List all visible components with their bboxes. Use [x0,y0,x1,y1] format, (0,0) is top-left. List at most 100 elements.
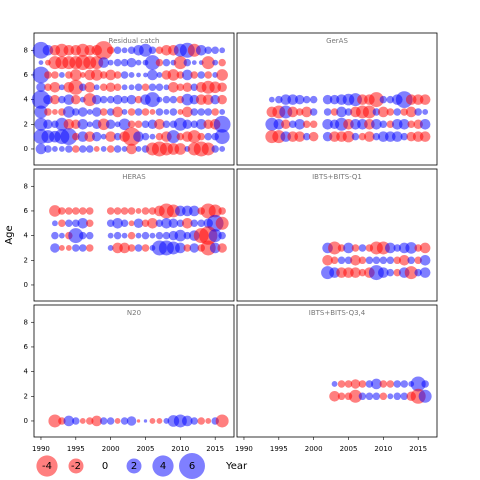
x-axis-label: Year [225,461,248,472]
bubble [372,108,381,116]
bubble [100,146,107,152]
bubble [155,108,164,116]
bubble [58,232,65,239]
bubble [365,256,374,265]
bubble [155,219,164,228]
bubble [134,95,143,104]
bubble [344,380,353,388]
bubble [65,245,72,251]
bubble [362,105,376,119]
bubble [371,378,382,390]
bubble [343,242,354,254]
bubble [216,69,228,81]
x-tick-label: 1990 [32,445,50,453]
bubble [209,81,221,94]
bubble [149,418,156,424]
bubble [386,108,395,116]
bubble [79,231,87,240]
bubble [139,43,152,57]
bubble [197,71,205,79]
panel-title: IBTS+BITS-Q3,4 [309,309,366,317]
bubble [190,108,199,116]
bubble [379,95,388,104]
bubble [379,256,388,265]
x-tick-label: 2005 [137,445,155,453]
bubble [156,72,163,78]
bubble [99,83,108,92]
bubble [348,389,362,403]
bubble [141,83,150,92]
bubble [174,229,187,242]
bubble [337,256,346,265]
bubble [393,244,402,252]
bubble [134,108,143,116]
bubble [219,47,226,54]
bubble [72,219,80,228]
bubble [309,108,318,116]
bubble [217,243,227,253]
bubble [43,94,53,105]
bubble [70,69,82,81]
bubble [49,205,61,217]
bubble [190,83,199,92]
bubble [136,72,141,78]
bubble [414,108,422,116]
bubble [79,145,87,153]
bubble [419,267,431,278]
bubble [134,244,143,252]
bubble [120,71,129,79]
bubble [127,120,136,129]
bubble [65,145,73,153]
bubble [400,392,408,401]
bubble [63,94,75,105]
bubble [301,106,312,118]
bubble [135,232,142,239]
bubble [134,83,143,92]
bubble [162,58,171,67]
y-tick-label: 4 [24,96,29,104]
bubble [149,109,156,115]
bubble [148,46,157,55]
panel-title: N20 [127,309,141,317]
bubble [154,118,165,130]
bubble [86,219,94,228]
bubble [32,66,50,84]
bubble [141,207,150,215]
bubble [372,256,381,265]
bubble [86,417,94,425]
bubble [52,220,58,227]
bubble [358,244,367,252]
bubble [141,132,150,141]
bubble [191,60,197,65]
bubble [176,83,185,92]
bubble [217,82,227,93]
bubble [86,207,94,215]
bubble [156,96,163,103]
x-tick-label: 2015 [409,445,427,453]
y-tick-label: 6 [24,207,29,215]
bubble [72,417,80,425]
bubble [127,231,136,240]
bubble [400,132,408,141]
bubble [182,415,193,427]
bubble [208,229,222,243]
bubble [294,118,306,130]
bubble [118,118,131,131]
bubble [113,207,122,215]
bubble [419,131,431,142]
bubble [106,95,115,104]
bubble [169,95,178,104]
bubble [219,146,226,152]
bubble [393,256,402,265]
y-tick-label: 0 [24,417,28,425]
legend-label: -2 [71,461,81,472]
bubble [86,109,93,115]
bubble [107,232,114,239]
bubble [155,58,164,67]
x-tick-label: 2015 [206,445,224,453]
bubble [63,106,75,118]
bubble [400,380,408,388]
bubble [143,72,148,78]
bubble [168,81,179,93]
bubble [176,71,185,79]
